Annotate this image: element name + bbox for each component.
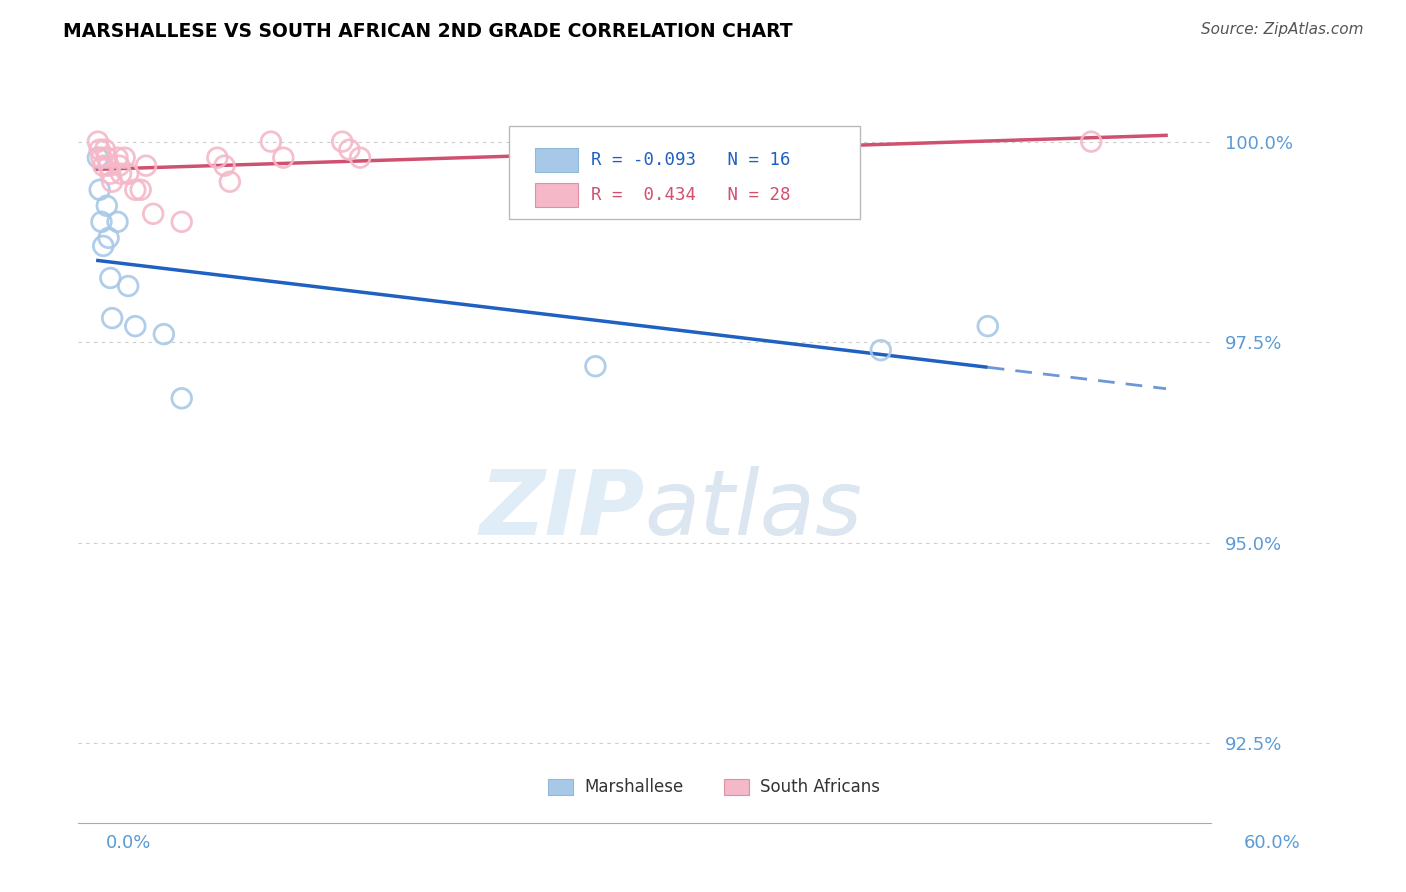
Point (153, 327, 176, 342)
Point (110, 167, 132, 181)
Text: Source: ZipAtlas.com: Source: ZipAtlas.com (1201, 22, 1364, 37)
Point (260, 135, 283, 149)
Point (107, 151, 129, 165)
Text: R = -0.093   N = 16: R = -0.093 N = 16 (592, 152, 790, 169)
Point (1080, 135, 1102, 149)
Point (349, 151, 371, 165)
Point (135, 159, 157, 173)
Text: 0.0%: 0.0% (105, 834, 150, 852)
Point (124, 319, 146, 334)
Point (330, 135, 353, 149)
Point (114, 151, 136, 165)
FancyBboxPatch shape (724, 779, 748, 795)
Point (107, 215, 129, 229)
Point (90, 215, 112, 229)
Point (89, 143, 111, 157)
Point (96, 151, 118, 165)
Point (117, 279, 139, 293)
Text: ZIP: ZIP (479, 467, 644, 554)
Text: MARSHALLESE VS SOUTH AFRICAN 2ND GRADE CORRELATION CHART: MARSHALLESE VS SOUTH AFRICAN 2ND GRADE C… (63, 22, 793, 41)
Text: South Africans: South Africans (761, 778, 880, 796)
Point (98, 271, 121, 285)
Point (124, 183, 146, 197)
Point (117, 167, 139, 181)
Point (91, 239, 114, 253)
Point (273, 151, 295, 165)
Point (207, 151, 229, 165)
Point (87, 135, 110, 149)
Text: R =  0.434   N = 28: R = 0.434 N = 28 (592, 186, 790, 204)
Point (97, 159, 120, 173)
FancyBboxPatch shape (509, 126, 859, 219)
Point (129, 183, 152, 197)
Point (583, 359, 606, 374)
Point (97, 231, 120, 245)
Point (977, 319, 1000, 334)
Point (170, 215, 193, 229)
Text: Marshallese: Marshallese (585, 778, 683, 796)
Point (89, 183, 111, 197)
Point (87, 151, 110, 165)
Point (101, 311, 124, 326)
Point (90, 151, 112, 165)
Point (98, 167, 121, 181)
Point (96, 199, 118, 213)
Point (214, 159, 236, 173)
FancyBboxPatch shape (534, 148, 578, 172)
FancyBboxPatch shape (548, 779, 574, 795)
FancyBboxPatch shape (534, 184, 578, 207)
Point (108, 159, 131, 173)
Text: 60.0%: 60.0% (1244, 834, 1301, 852)
Point (101, 175, 124, 189)
Point (337, 143, 360, 157)
Point (94, 143, 117, 157)
Point (91, 159, 114, 173)
Text: atlas: atlas (644, 467, 862, 554)
Point (869, 343, 891, 358)
Point (142, 207, 165, 221)
Point (170, 392, 193, 406)
Point (218, 175, 240, 189)
